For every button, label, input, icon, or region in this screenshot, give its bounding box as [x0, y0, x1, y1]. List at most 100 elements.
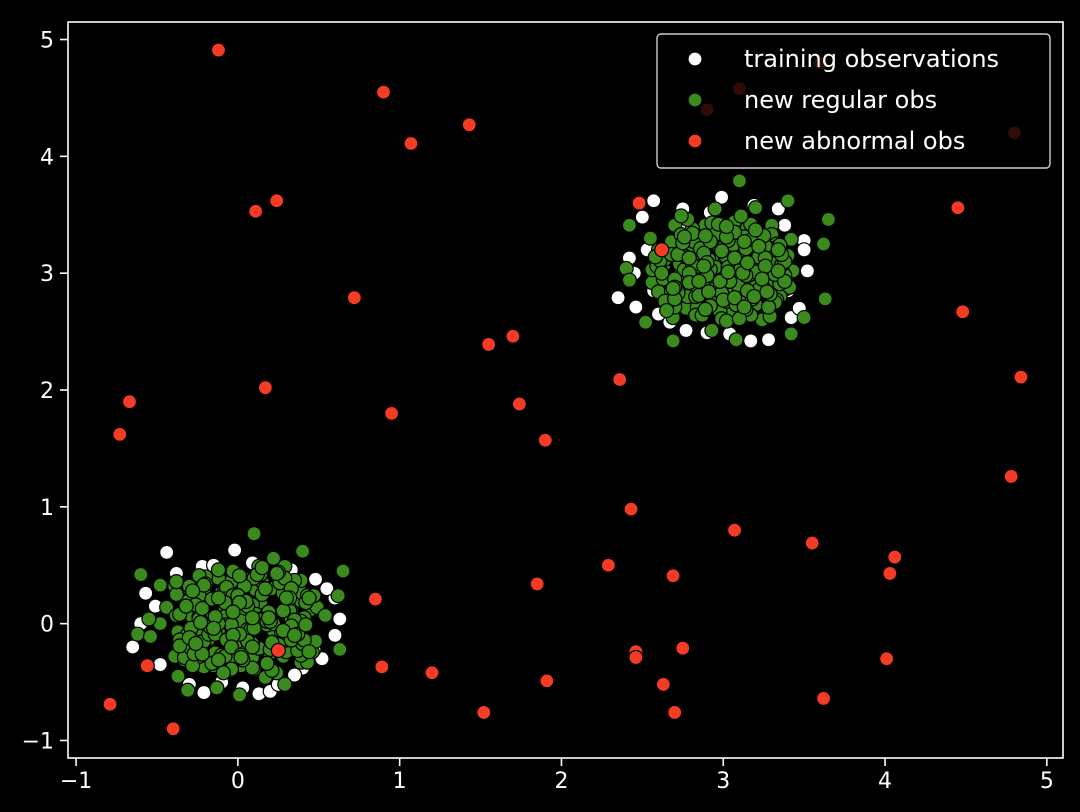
data-point	[375, 84, 392, 100]
data-point	[231, 568, 248, 584]
data-point	[780, 193, 796, 209]
data-point	[244, 610, 261, 626]
y-tick-label: −1	[22, 729, 54, 754]
data-point	[286, 627, 303, 643]
data-point	[665, 568, 681, 584]
y-tick-label: 4	[40, 145, 54, 170]
data-point	[654, 242, 670, 258]
data-point	[799, 263, 815, 279]
data-point	[152, 577, 168, 593]
data-point	[760, 332, 777, 348]
data-point	[743, 333, 759, 349]
x-tick-label: 2	[554, 769, 568, 794]
y-tick-label: 3	[40, 262, 54, 287]
data-point	[210, 42, 227, 58]
data-point	[718, 313, 735, 329]
data-point	[139, 658, 155, 674]
data-point	[770, 263, 786, 279]
data-point	[184, 583, 201, 599]
data-point	[294, 543, 311, 559]
data-point	[882, 565, 898, 582]
data-point	[718, 218, 735, 235]
data-point	[259, 655, 275, 671]
x-tick-label: 0	[231, 769, 245, 794]
data-point	[612, 371, 628, 388]
data-point	[461, 117, 477, 133]
data-point	[210, 590, 227, 606]
data-point	[879, 651, 895, 667]
data-point	[728, 332, 744, 348]
x-tick-label: 4	[878, 769, 892, 794]
data-point	[733, 208, 749, 224]
y-tick-label: 2	[40, 379, 54, 404]
data-point	[697, 228, 714, 244]
data-point	[332, 641, 348, 657]
data-point	[319, 581, 335, 597]
data-point	[681, 250, 697, 266]
data-point	[223, 639, 240, 655]
data-point	[696, 258, 712, 274]
data-point	[760, 299, 777, 315]
data-point	[714, 243, 730, 259]
data-point	[278, 590, 295, 606]
x-tick-label: 3	[716, 769, 730, 794]
data-point	[225, 604, 241, 620]
data-point	[621, 272, 638, 288]
data-point	[269, 193, 285, 209]
data-point	[231, 687, 248, 703]
data-point	[246, 526, 262, 542]
data-point	[257, 380, 273, 396]
data-point	[820, 211, 837, 228]
data-point	[748, 200, 764, 216]
data-point	[676, 229, 693, 245]
data-point	[142, 628, 159, 645]
data-point	[180, 682, 196, 698]
data-point	[628, 649, 644, 666]
data-point	[634, 209, 650, 225]
data-point	[383, 405, 400, 421]
data-point	[159, 599, 175, 615]
data-point	[194, 600, 210, 617]
data-point	[165, 721, 181, 737]
data-point	[270, 642, 286, 659]
data-point	[646, 193, 662, 209]
data-point	[751, 238, 767, 254]
data-point	[277, 676, 293, 693]
data-point	[637, 314, 654, 330]
legend-label: new regular obs	[744, 86, 937, 114]
data-point	[233, 649, 249, 666]
data-point	[172, 638, 188, 654]
legend-label: training observations	[744, 45, 999, 73]
data-point	[759, 284, 775, 300]
data-point	[112, 426, 128, 442]
data-point	[269, 565, 285, 582]
y-tick-label: 5	[40, 29, 54, 54]
data-point	[244, 660, 261, 676]
data-point	[335, 563, 351, 579]
data-point	[327, 627, 343, 643]
data-point	[739, 255, 756, 271]
data-point	[168, 586, 184, 603]
data-point	[511, 396, 527, 412]
data-point	[307, 571, 324, 587]
y-tick-label: 0	[40, 613, 54, 638]
data-point	[193, 614, 209, 631]
data-point	[955, 304, 971, 320]
data-point	[675, 640, 691, 656]
legend: training observations new regular obs new …	[656, 33, 1051, 169]
data-point	[659, 302, 675, 319]
data-point	[286, 667, 303, 683]
data-point	[783, 326, 799, 342]
data-point	[707, 201, 723, 217]
data-point	[600, 557, 616, 573]
data-point	[726, 522, 743, 538]
data-point	[537, 432, 553, 448]
data-point	[227, 542, 243, 558]
data-point	[138, 585, 154, 601]
data-point	[275, 603, 291, 619]
data-point	[654, 265, 670, 281]
data-point	[210, 652, 227, 668]
data-point	[757, 258, 773, 274]
series-new-abnormal-obs	[102, 42, 1029, 737]
data-point	[121, 394, 138, 410]
